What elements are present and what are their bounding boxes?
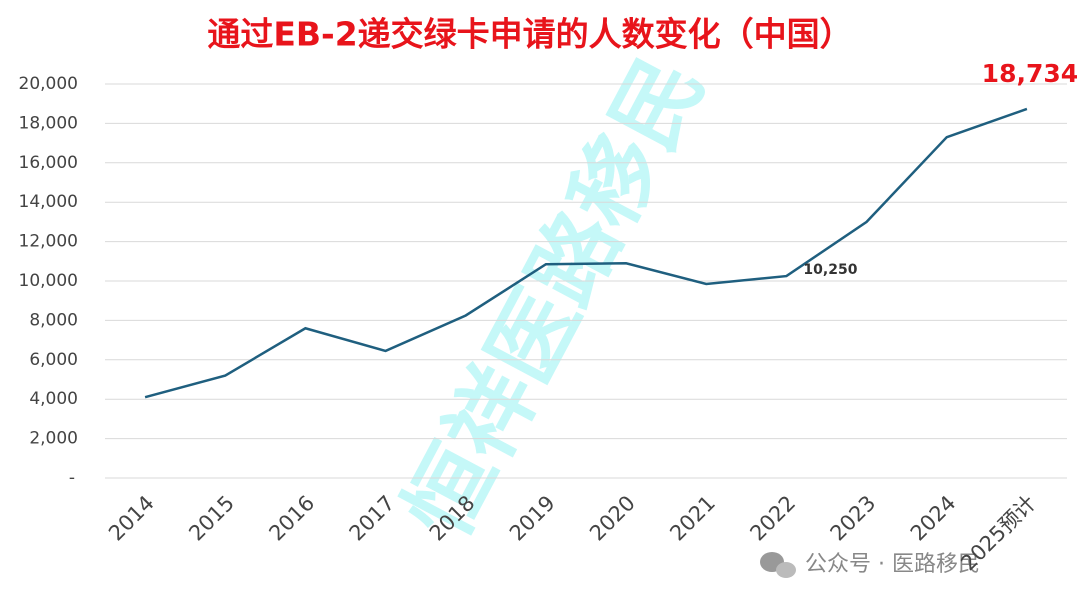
y-tick-label: 12,000 — [19, 232, 78, 252]
y-tick-label: 14,000 — [19, 192, 78, 212]
y-tick-label: 2,000 — [29, 429, 78, 449]
y-tick-label: 16,000 — [19, 153, 78, 173]
wechat-icon — [760, 552, 796, 578]
footer: 公众号 · 医路移民 — [805, 552, 980, 577]
x-tick-label: 2016 — [264, 491, 319, 546]
y-tick-label: 6,000 — [29, 350, 78, 370]
x-tick-label: 2014 — [104, 491, 159, 546]
x-tick-label: 2022 — [745, 491, 800, 546]
chart-title: 通过EB-2递交绿卡申请的人数变化（中国） — [207, 15, 852, 54]
data-label: 10,250 — [803, 262, 857, 278]
line — [144, 107, 1028, 399]
y-tick-label: 10,000 — [19, 271, 78, 291]
y-tick-label: 4,000 — [29, 389, 78, 409]
x-tick-label: 2021 — [665, 491, 720, 546]
y-tick-label: 8,000 — [29, 310, 78, 330]
y-tick-label: 20,000 — [19, 74, 78, 94]
x-tick-label: 2019 — [505, 491, 560, 546]
x-tick-label: 2023 — [826, 491, 881, 546]
y-tick-label: 18,000 — [19, 113, 78, 133]
x-tick-label: 2024 — [906, 491, 961, 546]
watermark: 恒祥医路移民 — [385, 40, 724, 555]
x-tick-label: 2025预计 — [956, 491, 1040, 575]
y-tick-label: - — [69, 468, 75, 488]
data-label: 18,734 — [982, 59, 1078, 88]
x-tick-label: 2020 — [585, 491, 640, 546]
x-tick-label: 2015 — [184, 491, 239, 546]
